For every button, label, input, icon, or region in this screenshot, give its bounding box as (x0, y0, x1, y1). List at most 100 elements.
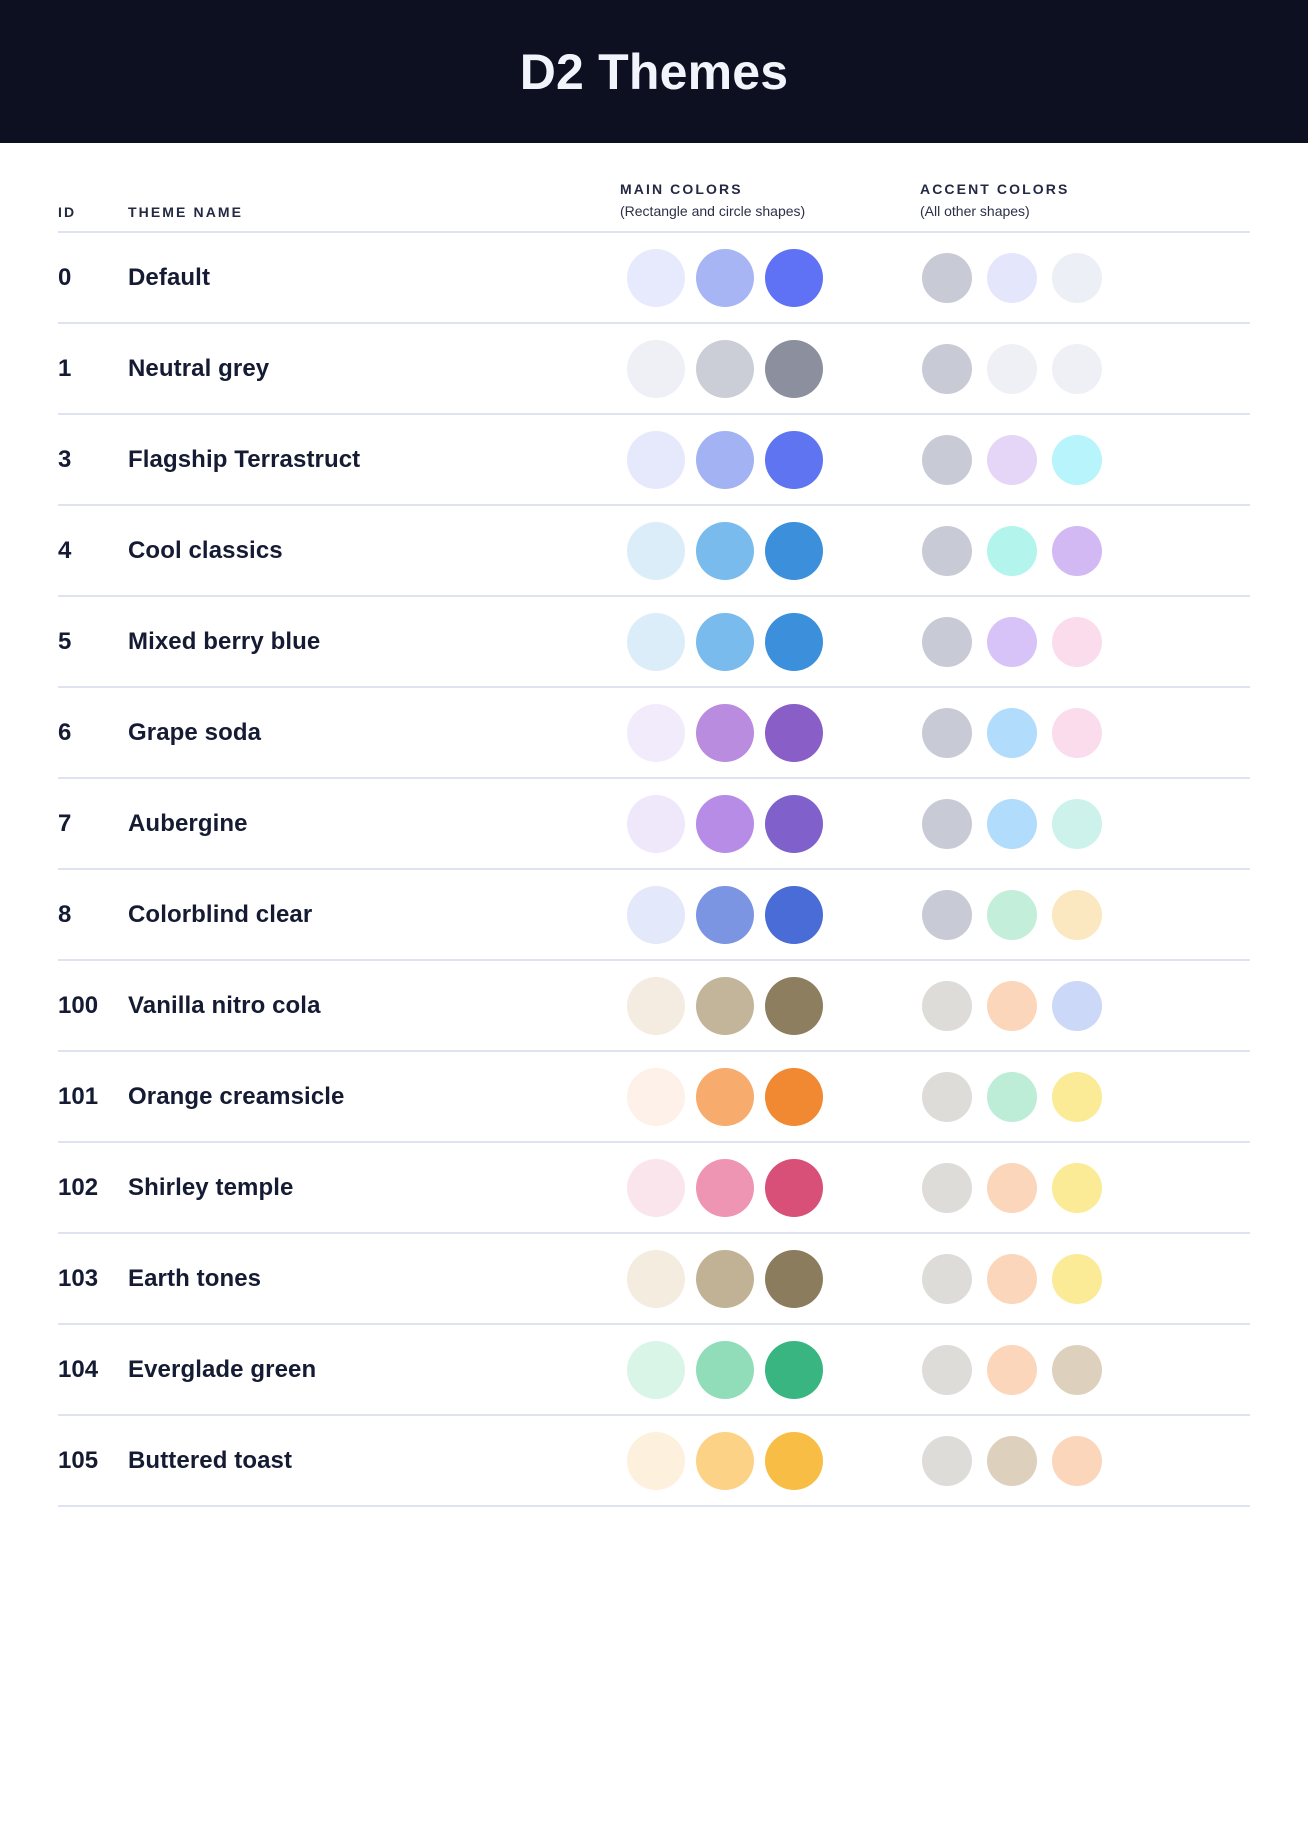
theme-id: 5 (58, 627, 72, 655)
main-color-swatch-0 (627, 794, 685, 853)
main-color-swatch-2 (765, 1340, 823, 1399)
main-color-swatch-0 (627, 248, 685, 307)
accent-colors-swatches (920, 343, 1250, 394)
accent-color-swatch-2 (1052, 1435, 1102, 1486)
accent-color-swatch-0 (922, 1162, 972, 1213)
theme-name: Flagship Terrastruct (128, 445, 361, 473)
theme-id: 3 (58, 445, 72, 473)
accent-colors-swatches (920, 798, 1250, 849)
main-colors-swatches (620, 521, 920, 580)
theme-id: 1 (58, 354, 72, 382)
column-header-accent-colors-sublabel: (All other shapes) (920, 202, 1030, 219)
table-row: 5 Mixed berry blue (58, 597, 1250, 688)
table-row: 104 Everglade green (58, 1325, 1250, 1416)
accent-color-swatch-0 (922, 798, 972, 849)
accent-colors-swatches (920, 1253, 1250, 1304)
table-row: 1 Neutral grey (58, 324, 1250, 415)
accent-color-swatch-1 (987, 525, 1037, 576)
theme-id: 6 (58, 718, 72, 746)
main-color-swatch-2 (765, 1067, 823, 1126)
accent-color-swatch-1 (987, 798, 1037, 849)
main-color-swatch-2 (765, 521, 823, 580)
accent-color-swatch-2 (1052, 798, 1102, 849)
main-color-swatch-1 (696, 339, 754, 398)
accent-color-swatch-2 (1052, 1162, 1102, 1213)
table-row: 8 Colorblind clear (58, 870, 1250, 961)
main-color-swatch-1 (696, 248, 754, 307)
main-color-swatch-2 (765, 976, 823, 1035)
main-colors-swatches (620, 1249, 920, 1308)
table-row: 103 Earth tones (58, 1234, 1250, 1325)
column-header-main-colors-sublabel: (Rectangle and circle shapes) (620, 202, 806, 219)
accent-colors-swatches (920, 434, 1250, 485)
main-color-swatch-0 (627, 1067, 685, 1126)
main-colors-swatches (620, 885, 920, 944)
main-color-swatch-2 (765, 794, 823, 853)
theme-name: Shirley temple (128, 1173, 294, 1201)
main-color-swatch-1 (696, 976, 754, 1035)
theme-id: 101 (58, 1082, 99, 1110)
accent-color-swatch-2 (1052, 1071, 1102, 1122)
column-header-main-colors: MAIN COLORS (Rectangle and circle shapes… (620, 181, 920, 221)
table-row: 3 Flagship Terrastruct (58, 415, 1250, 506)
main-color-swatch-0 (627, 339, 685, 398)
accent-color-swatch-1 (987, 343, 1037, 394)
accent-color-swatch-2 (1052, 252, 1102, 303)
theme-id: 100 (58, 991, 99, 1019)
theme-name: Neutral grey (128, 354, 270, 382)
main-color-swatch-2 (765, 430, 823, 489)
accent-color-swatch-0 (922, 980, 972, 1031)
accent-color-swatch-0 (922, 343, 972, 394)
theme-name: Mixed berry blue (128, 627, 321, 655)
accent-color-swatch-2 (1052, 1253, 1102, 1304)
main-color-swatch-2 (765, 1158, 823, 1217)
main-colors-swatches (620, 794, 920, 853)
column-header-id: ID (58, 204, 128, 222)
accent-color-swatch-2 (1052, 980, 1102, 1031)
main-colors-swatches (620, 248, 920, 307)
theme-id: 103 (58, 1264, 99, 1292)
accent-color-swatch-0 (922, 1435, 972, 1486)
main-color-swatch-1 (696, 430, 754, 489)
accent-colors-swatches (920, 1071, 1250, 1122)
main-color-swatch-1 (696, 612, 754, 671)
main-colors-swatches (620, 612, 920, 671)
main-color-swatch-2 (765, 1431, 823, 1490)
main-color-swatch-0 (627, 612, 685, 671)
main-color-swatch-1 (696, 1067, 754, 1126)
column-header-main-colors-label: MAIN COLORS (620, 181, 743, 198)
theme-name: Everglade green (128, 1355, 317, 1383)
theme-name: Earth tones (128, 1264, 262, 1292)
table-row: 4 Cool classics (58, 506, 1250, 597)
accent-color-swatch-1 (987, 1071, 1037, 1122)
accent-color-swatch-0 (922, 525, 972, 576)
table-row: 0 Default (58, 233, 1250, 324)
main-colors-swatches (620, 339, 920, 398)
main-color-swatch-0 (627, 1158, 685, 1217)
main-color-swatch-1 (696, 1158, 754, 1217)
main-color-swatch-1 (696, 521, 754, 580)
table-row: 100 Vanilla nitro cola (58, 961, 1250, 1052)
main-color-swatch-0 (627, 1340, 685, 1399)
main-color-swatch-1 (696, 1431, 754, 1490)
main-color-swatch-0 (627, 521, 685, 580)
main-colors-swatches (620, 1158, 920, 1217)
main-color-swatch-0 (627, 976, 685, 1035)
table-row: 7 Aubergine (58, 779, 1250, 870)
accent-colors-swatches (920, 616, 1250, 667)
column-header-theme-name: THEME NAME (128, 204, 620, 222)
theme-name: Buttered toast (128, 1446, 293, 1474)
themes-table: ID THEME NAME MAIN COLORS (Rectangle and… (0, 143, 1308, 1507)
main-color-swatch-0 (627, 885, 685, 944)
main-color-swatch-0 (627, 430, 685, 489)
main-colors-swatches (620, 976, 920, 1035)
accent-color-swatch-1 (987, 1344, 1037, 1395)
main-color-swatch-2 (765, 703, 823, 762)
table-row: 105 Buttered toast (58, 1416, 1250, 1507)
theme-name: Cool classics (128, 536, 283, 564)
accent-colors-swatches (920, 1344, 1250, 1395)
accent-color-swatch-1 (987, 434, 1037, 485)
accent-color-swatch-2 (1052, 434, 1102, 485)
theme-id: 7 (58, 809, 72, 837)
accent-color-swatch-2 (1052, 525, 1102, 576)
